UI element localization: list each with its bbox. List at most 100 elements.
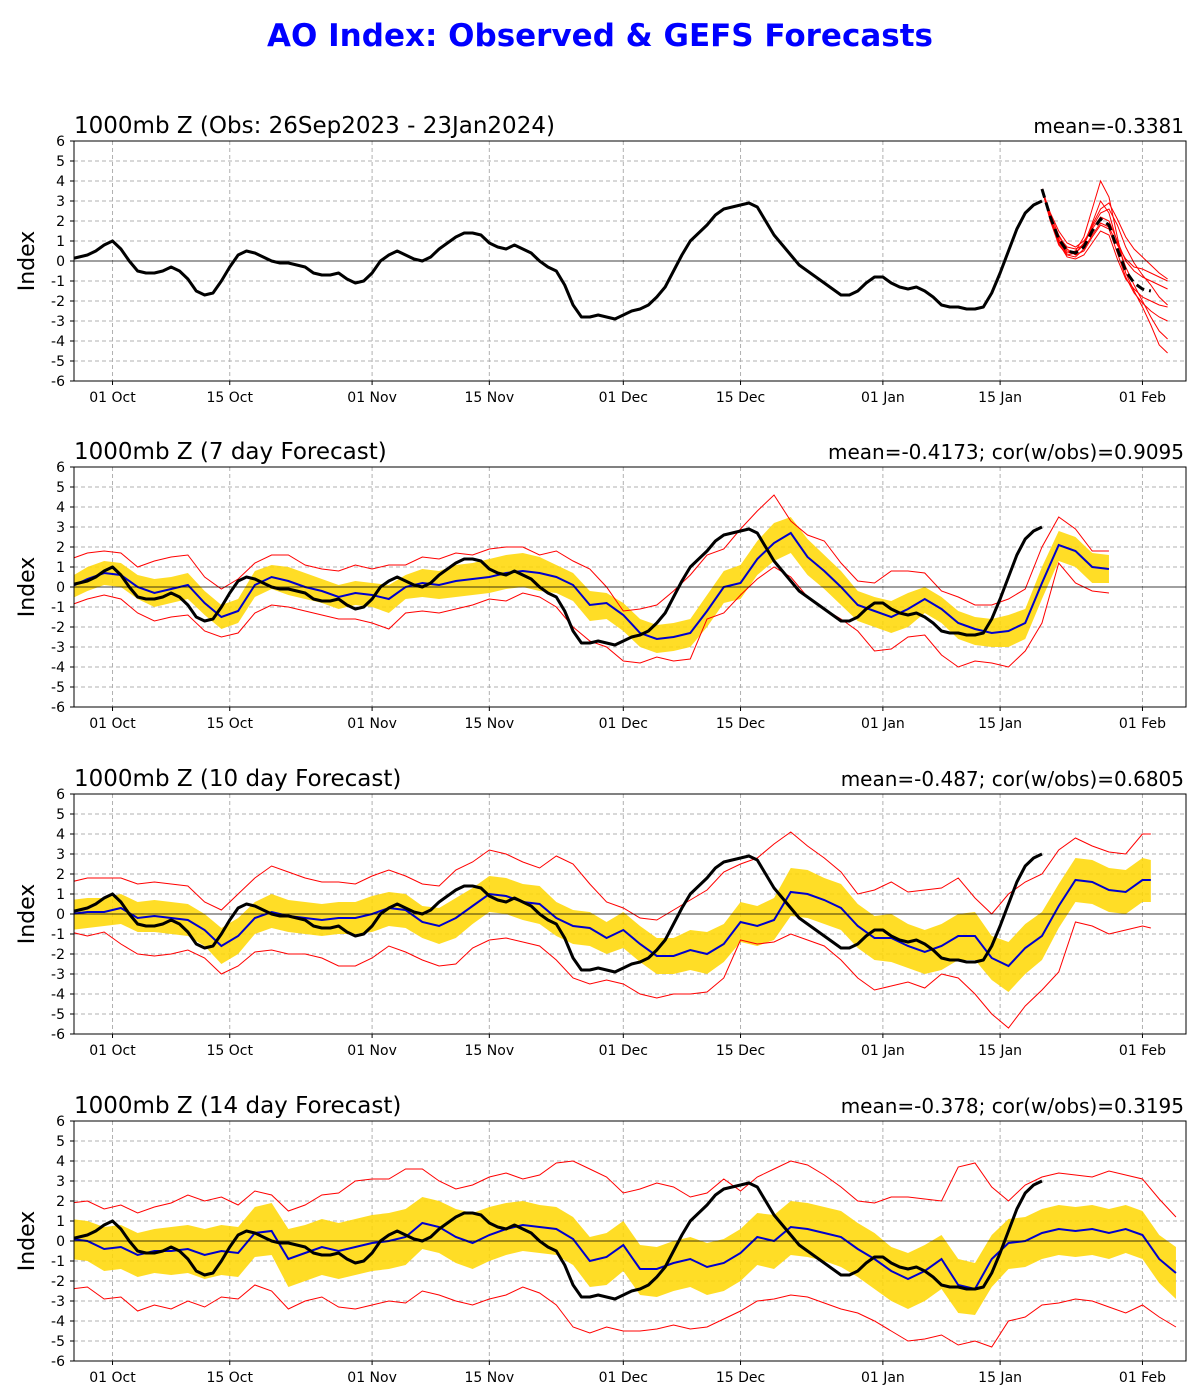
y-tick-label: 5 (56, 807, 65, 823)
x-tick-label: 15 Oct (207, 390, 254, 406)
y-tick-label: 2 (56, 214, 65, 230)
y-tick-label: -2 (51, 294, 65, 310)
x-tick-label: 01 Jan (861, 390, 905, 406)
y-tick-label: 4 (56, 1154, 65, 1170)
y-tick-label: 3 (56, 520, 65, 536)
x-tick-label: 15 Dec (716, 1043, 765, 1059)
y-tick-label: -3 (51, 314, 65, 330)
y-tick-label: 0 (56, 1234, 65, 1250)
y-tick-label: 3 (56, 847, 65, 863)
observed-line (74, 1179, 1043, 1301)
x-tick-label: 15 Dec (716, 1370, 765, 1386)
y-tick-label: 3 (56, 194, 65, 210)
y-tick-label: -4 (51, 660, 65, 676)
y-tick-label: -6 (51, 1027, 65, 1043)
x-tick-label: 15 Jan (978, 390, 1022, 406)
y-axis-label: Index (15, 1211, 40, 1272)
x-tick-label: 15 Nov (465, 390, 515, 406)
member-min-line (74, 921, 1151, 1029)
x-tick-label: 01 Nov (347, 1370, 397, 1386)
y-tick-label: 0 (56, 907, 65, 923)
panel-stats: mean=-0.3381 (1033, 114, 1184, 138)
y-tick-label: 6 (56, 1114, 65, 1130)
ensemble-mean-line (74, 878, 1151, 968)
member-max-line (74, 494, 1109, 612)
x-tick-label: 01 Oct (89, 1043, 136, 1059)
y-axis-label: Index (15, 557, 40, 618)
x-tick-label: 15 Dec (716, 716, 765, 732)
member-max-line (74, 1160, 1177, 1218)
y-tick-label: 6 (56, 134, 65, 150)
observed-line (74, 525, 1043, 647)
x-tick-label: 15 Oct (207, 1370, 254, 1386)
plot-area (74, 179, 1168, 354)
plot-area (74, 494, 1110, 668)
x-tick-label: 01 Feb (1119, 716, 1166, 732)
x-tick-label: 01 Jan (861, 1043, 905, 1059)
y-tick-label: -6 (51, 700, 65, 716)
y-tick-label: 4 (56, 500, 65, 516)
y-tick-label: -4 (51, 987, 65, 1003)
y-tick-label: -3 (51, 967, 65, 983)
y-tick-label: 2 (56, 867, 65, 883)
ensemble-spread-band (74, 858, 1151, 992)
x-tick-label: 15 Jan (978, 716, 1022, 732)
y-tick-label: 3 (56, 1174, 65, 1190)
y-tick-label: -1 (51, 1254, 65, 1270)
y-tick-label: 4 (56, 827, 65, 843)
x-tick-label: 01 Nov (347, 716, 397, 732)
x-tick-label: 01 Oct (89, 1370, 136, 1386)
chart-panel-1: -6 -5 -4 -3 -2 -1 0 1 2 3 4 5 6 01 Oct 15 Oct 01 Nov 15 … (15, 113, 1187, 406)
panel-title: 1000mb Z (14 day Forecast) (74, 1093, 401, 1119)
x-tick-label: 01 Feb (1119, 1370, 1166, 1386)
x-tick-label: 01 Jan (861, 716, 905, 732)
x-tick-label: 15 Nov (465, 716, 515, 732)
y-tick-label: 2 (56, 1194, 65, 1210)
y-tick-label: -3 (51, 1294, 65, 1310)
plot-area (74, 1160, 1177, 1348)
ensemble-member-line (1041, 188, 1168, 306)
y-tick-label: 0 (56, 580, 65, 596)
y-tick-label: 5 (56, 1134, 65, 1150)
ensemble-spread-band (74, 1197, 1176, 1315)
y-tick-label: -5 (51, 680, 65, 696)
y-tick-label: 1 (56, 887, 65, 903)
y-tick-label: -6 (51, 1354, 65, 1370)
x-tick-label: 15 Jan (978, 1370, 1022, 1386)
y-tick-label: -4 (51, 1314, 65, 1330)
y-tick-label: -6 (51, 374, 65, 390)
forecast-mean-dashed-line (1040, 188, 1152, 293)
chart-panel-3: -6 -5 -4 -3 -2 -1 0 1 2 3 4 5 6 01 Oct 15 Oct 01 Nov 15 … (15, 766, 1187, 1059)
y-tick-label: -2 (51, 620, 65, 636)
panel-title: 1000mb Z (Obs: 26Sep2023 - 23Jan2024) (74, 113, 555, 139)
y-tick-label: 6 (56, 787, 65, 803)
y-tick-label: 2 (56, 540, 65, 556)
ensemble-spread-band (74, 517, 1109, 653)
x-tick-label: 15 Jan (978, 1043, 1022, 1059)
y-tick-label: -5 (51, 1334, 65, 1350)
member-max-line (74, 831, 1151, 921)
y-tick-label: -4 (51, 334, 65, 350)
x-tick-label: 01 Oct (89, 390, 136, 406)
panel-title: 1000mb Z (7 day Forecast) (74, 439, 387, 465)
observed-line (74, 199, 1043, 321)
x-tick-label: 15 Oct (207, 1043, 254, 1059)
x-tick-label: 01 Oct (89, 716, 136, 732)
member-min-line (74, 1284, 1177, 1348)
y-tick-label: -1 (51, 274, 65, 290)
x-tick-label: 01 Feb (1119, 390, 1166, 406)
main-title: AO Index: Observed & GEFS Forecasts (267, 18, 933, 54)
y-tick-label: 1 (56, 560, 65, 576)
panel-stats: mean=-0.487; cor(w/obs)=0.6805 (841, 767, 1184, 791)
panel-stats: mean=-0.4173; cor(w/obs)=0.9095 (828, 440, 1184, 464)
y-tick-label: 1 (56, 1214, 65, 1230)
panel-stats: mean=-0.378; cor(w/obs)=0.3195 (841, 1094, 1184, 1118)
x-tick-label: 15 Nov (465, 1370, 515, 1386)
member-min-line (74, 561, 1110, 668)
plot-area (74, 831, 1151, 1029)
x-tick-label: 01 Dec (599, 390, 648, 406)
y-tick-label: -3 (51, 640, 65, 656)
ensemble-member-line (1041, 188, 1168, 282)
observed-line (74, 852, 1043, 974)
